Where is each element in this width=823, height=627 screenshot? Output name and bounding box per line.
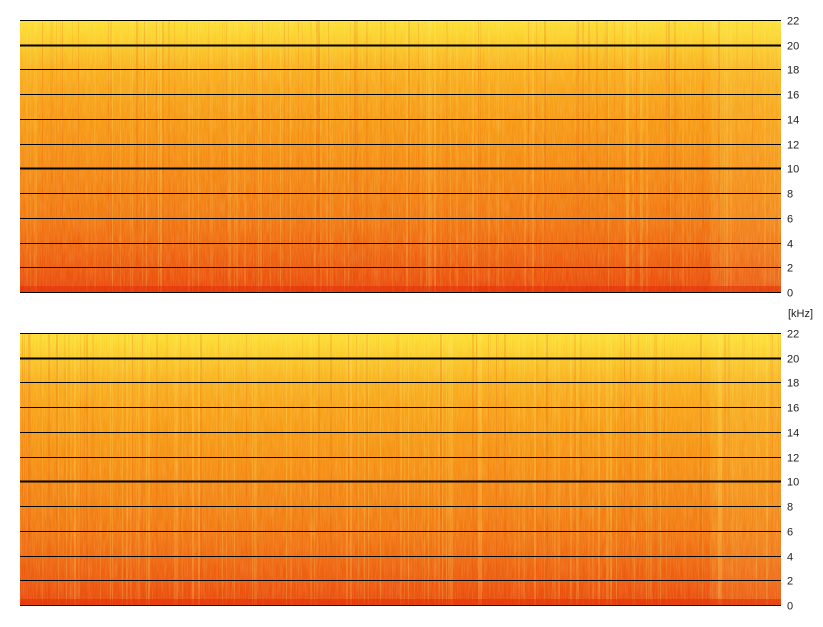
spectrogram-panel-channel-2: 0 2 4 6 8 10 12 14 16 18 20 22 xyxy=(20,329,799,613)
tick-label-4khz: 4 xyxy=(787,552,793,564)
tick-label-14khz: 14 xyxy=(787,115,799,127)
spectrogram-noise xyxy=(20,20,781,292)
tick-label-16khz: 16 xyxy=(787,403,799,415)
tick-label-20khz: 20 xyxy=(787,41,799,53)
tick-label-20khz: 20 xyxy=(787,354,799,366)
tick-label-8khz: 8 xyxy=(787,189,793,201)
tick-label-8khz: 8 xyxy=(787,502,793,514)
tick-label-16khz: 16 xyxy=(787,90,799,102)
tick-label-18khz: 18 xyxy=(787,65,799,77)
tick-label-4khz: 4 xyxy=(787,239,793,251)
tick-label-22khz: 22 xyxy=(787,16,799,28)
tick-label-6khz: 6 xyxy=(787,527,793,539)
tick-label-22khz: 22 xyxy=(787,329,799,341)
tick-label-12khz: 12 xyxy=(787,453,799,465)
tick-label-10khz: 10 xyxy=(787,164,799,176)
spectrogram-panel-channel-1: 0 2 4 6 8 10 12 14 16 18 20 22 xyxy=(20,16,799,300)
tick-label-18khz: 18 xyxy=(787,378,799,390)
tick-label-10khz: 10 xyxy=(787,477,799,489)
tick-label-2khz: 2 xyxy=(787,576,793,588)
tick-label-6khz: 6 xyxy=(787,214,793,226)
frequency-unit-label: [kHz] xyxy=(788,308,813,320)
tick-label-12khz: 12 xyxy=(787,140,799,152)
tick-label-2khz: 2 xyxy=(787,263,793,275)
tick-label-0khz: 0 xyxy=(787,288,793,300)
spectrogram-noise xyxy=(20,333,781,605)
tick-label-14khz: 14 xyxy=(787,428,799,440)
tick-label-0khz: 0 xyxy=(787,601,793,613)
